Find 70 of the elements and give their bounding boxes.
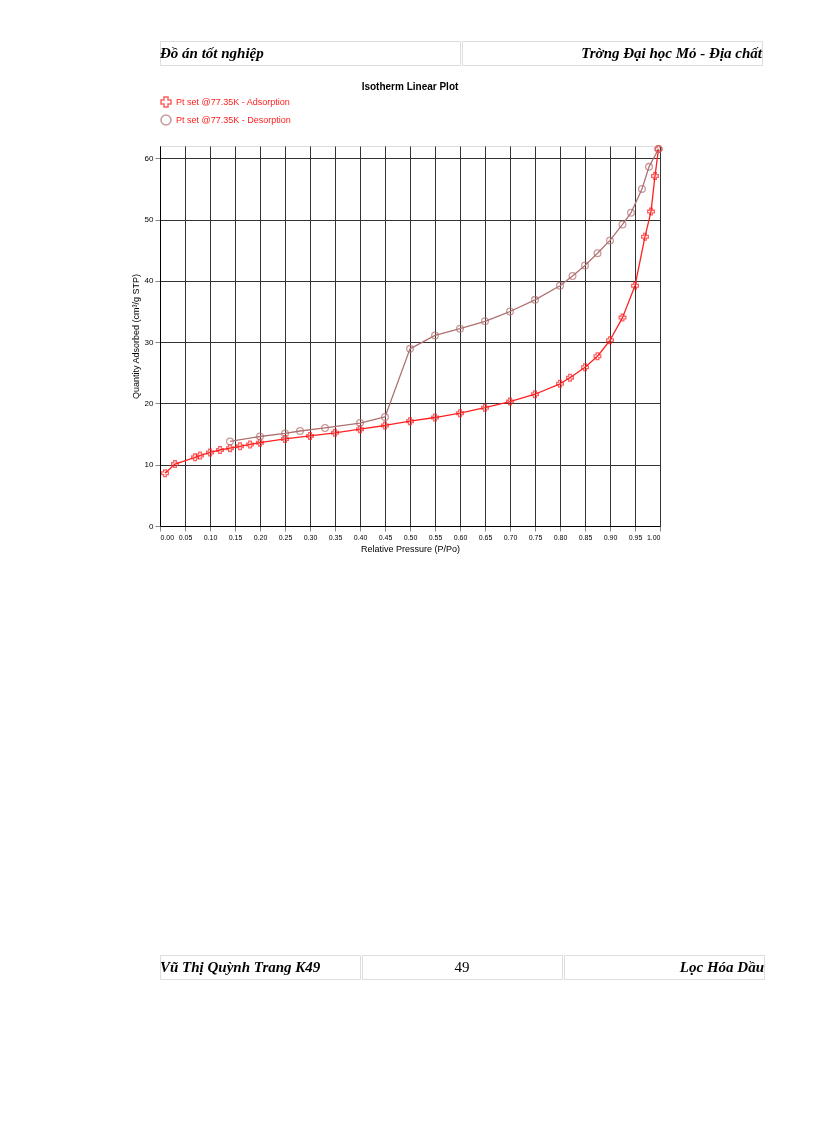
y-tick-label: 0 <box>149 521 155 531</box>
point <box>431 331 439 340</box>
y-axis-title: Quantity Adsorbed (cm³/g STP) <box>130 273 141 400</box>
point <box>246 440 254 449</box>
point <box>226 444 234 453</box>
point <box>581 261 589 270</box>
y-tick-label: 40 <box>144 276 155 286</box>
chart-title: Isotherm Linear Plot <box>361 81 460 92</box>
y-tick-label: 10 <box>144 460 155 470</box>
text: 49 <box>454 959 470 975</box>
y-tick-label: 20 <box>144 398 155 408</box>
point <box>381 421 389 430</box>
point <box>631 281 639 290</box>
point <box>651 172 659 181</box>
point <box>641 232 649 241</box>
point <box>381 412 389 421</box>
point <box>531 390 539 399</box>
point <box>593 352 602 361</box>
point <box>556 379 564 388</box>
y-tick-label: 30 <box>144 337 155 347</box>
y-tick-label: 60 <box>144 153 155 163</box>
point <box>255 438 264 447</box>
text: Lọc Hóa Dầu <box>678 959 764 975</box>
point <box>618 313 627 322</box>
point <box>226 437 234 446</box>
point <box>647 207 655 216</box>
point <box>481 403 489 412</box>
point <box>216 446 224 454</box>
point <box>321 423 329 432</box>
point <box>581 363 589 372</box>
point <box>196 451 204 460</box>
point <box>606 336 614 345</box>
point <box>431 413 439 422</box>
point <box>568 271 577 280</box>
point <box>638 184 646 193</box>
point <box>281 429 289 438</box>
point <box>281 434 289 443</box>
point <box>191 453 199 462</box>
point <box>456 409 464 418</box>
point <box>593 249 602 258</box>
x-axis-title: Relative Pressure (P/Po) <box>360 543 461 554</box>
point <box>406 417 414 426</box>
point <box>236 442 244 451</box>
point <box>356 419 364 428</box>
text: Đồ án tốt nghiệp <box>159 45 265 61</box>
point <box>556 281 564 290</box>
point <box>645 162 653 171</box>
point <box>506 307 514 316</box>
point <box>506 397 514 406</box>
point <box>356 425 364 434</box>
legend-label: Pt set @77.35K - Adsorption <box>176 97 290 107</box>
point <box>456 324 464 333</box>
point <box>481 317 489 326</box>
legend-label: Pt set @77.35K - Desorption <box>176 115 291 125</box>
text: Trờng Đại học Mỏ - Địa chất <box>581 45 763 61</box>
point <box>296 427 304 435</box>
point <box>171 460 179 469</box>
point <box>566 373 574 382</box>
text: Vũ Thị Quỳnh Trang K49 <box>160 959 321 975</box>
y-tick-label: 50 <box>144 215 155 225</box>
point <box>206 448 214 457</box>
point <box>531 295 539 304</box>
point <box>331 428 339 437</box>
point <box>627 208 635 217</box>
point <box>255 432 264 441</box>
point <box>406 344 414 353</box>
point <box>606 236 614 245</box>
point <box>161 469 169 478</box>
point <box>306 431 314 440</box>
point <box>618 220 627 229</box>
